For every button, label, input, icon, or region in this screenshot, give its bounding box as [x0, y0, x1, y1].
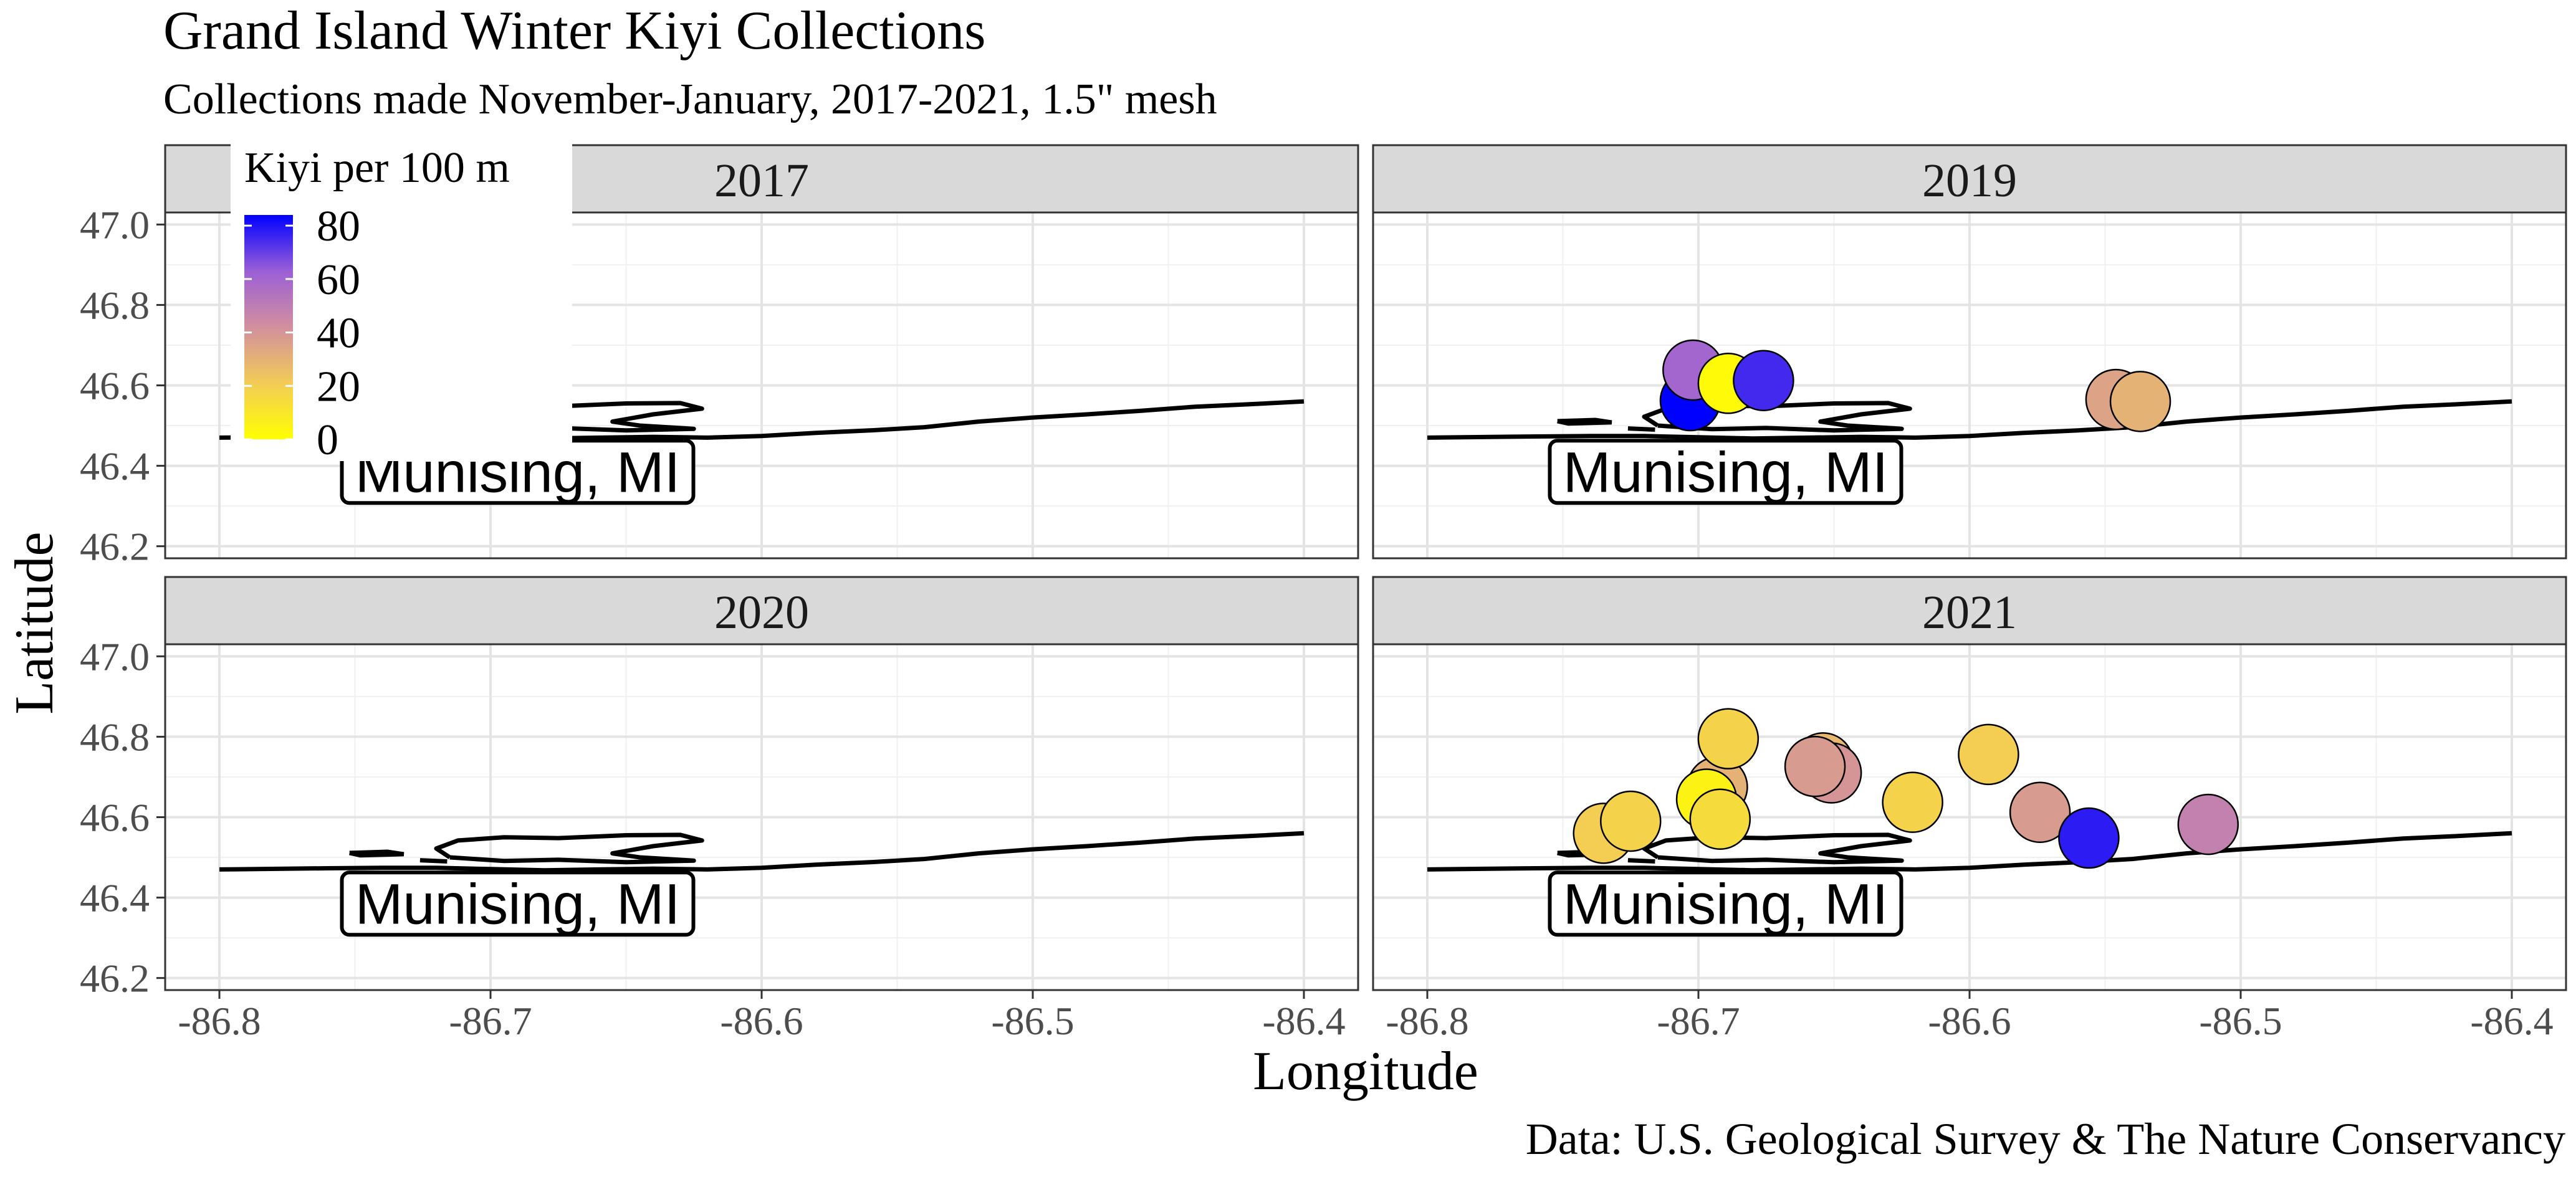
legend-colorbar [244, 215, 293, 439]
kiyi-point [1882, 771, 1943, 833]
x-axis: -86.8 -86.7 -86.6 -86.5 -86.4 -86.8 -86.7 -86.6… [178, 990, 2554, 1043]
x-tick-label: -86.8 [1386, 999, 1468, 1043]
chart-subtitle: Collections made November-January, 2017-… [163, 75, 1217, 123]
y-tick-label: 47.0 [80, 634, 150, 679]
y-tick-label: 46.8 [80, 283, 150, 327]
caption: Data: U.S. Geological Survey & The Natur… [1526, 1114, 2565, 1164]
islet-outline [349, 849, 405, 858]
legend-tick-label: 60 [317, 256, 360, 304]
x-tick-label: -86.7 [449, 999, 532, 1043]
facet-strip-label: 2021 [1922, 586, 2017, 639]
y-tick-label: 46.2 [80, 956, 150, 1001]
town-label-box [1548, 870, 1903, 937]
y-tick-label: 46.8 [80, 715, 150, 759]
facet-strip-label: 2017 [714, 155, 809, 207]
facet-strip [1372, 576, 2567, 646]
panel-border [1372, 211, 2567, 560]
town-label: Munising, MI [1563, 872, 1889, 936]
y-tick-label: 46.6 [80, 796, 150, 840]
x-tick-label: -86.5 [991, 999, 1074, 1043]
facet-strip-label: 2019 [1922, 155, 2017, 207]
grand-island-outline [1642, 832, 1912, 865]
x-axis-title: Longitude [1253, 1041, 1478, 1102]
facet-panel-2021: 2021 Munising, MI [1372, 576, 2567, 991]
y-axis-title: Latitude [4, 531, 65, 714]
facet-panel-2019: 2019 Munising, MI [1372, 144, 2567, 560]
facet-strip [164, 576, 1359, 646]
x-tick-label: -86.8 [178, 999, 261, 1043]
y-tick-label: 46.2 [80, 525, 150, 569]
y-tick-label: 46.6 [80, 364, 150, 408]
legend-tick-label: 40 [317, 310, 360, 358]
islet-outline [419, 858, 448, 864]
x-tick-label: -86.7 [1657, 999, 1740, 1043]
kiyi-point [2009, 781, 2071, 844]
y-tick-label: 46.4 [80, 444, 150, 488]
facet-panels: 2017 Munising, MI 2019 Munising, MI 2020 Muni… [164, 144, 2567, 991]
facet-strip [1372, 144, 2567, 214]
x-tick-label: -86.6 [1928, 999, 2011, 1043]
town-label-box [1548, 439, 1903, 505]
kiyi-point [1733, 350, 1794, 412]
y-tick-label: 46.4 [80, 876, 150, 920]
legend-tick-label: 20 [317, 363, 360, 411]
x-tick-label: -86.5 [2199, 999, 2282, 1043]
y-axis: 47.0 46.8 46.6 46.4 46.2 47.0 46.8 46.6 46.4 46.2 [80, 203, 165, 1001]
y-tick-label: 47.0 [80, 203, 150, 247]
mainland-shoreline [219, 831, 1305, 873]
facet-panel-2020: 2020 Munising, MI [164, 576, 1359, 991]
kiyi-point [1958, 723, 2019, 786]
town-label: Munising, MI [355, 872, 681, 936]
kiyi-point [2177, 793, 2239, 855]
kiyi-point [2058, 807, 2120, 869]
mainland-shoreline [1427, 831, 2512, 873]
chart-title: Grand Island Winter Kiyi Collections [163, 1, 985, 61]
kiyi-point [1697, 708, 1760, 770]
color-legend: Kiyi per 100 m 80 60 40 20 0 [231, 131, 572, 464]
facet-strip-label: 2020 [714, 586, 809, 639]
legend-tick-label: 0 [317, 416, 338, 464]
islet-outline [1627, 426, 1655, 432]
islet-outline [1557, 417, 1612, 426]
x-tick-label: -86.6 [720, 999, 803, 1043]
kiyi-point [1689, 788, 1751, 850]
town-label-box [340, 870, 696, 937]
kiyi-point [1784, 735, 1846, 798]
kiyi-point [1600, 790, 1662, 852]
x-tick-label: -86.4 [1262, 999, 1345, 1043]
grand-island-outline [434, 832, 704, 865]
legend-title: Kiyi per 100 m [244, 144, 510, 192]
town-label: Munising, MI [1563, 441, 1889, 504]
x-tick-label: -86.4 [2470, 999, 2553, 1043]
kiyi-point [2109, 371, 2171, 432]
mainland-shoreline [1427, 399, 2512, 441]
legend-tick-label: 80 [317, 203, 360, 250]
islet-outline [1627, 858, 1655, 864]
